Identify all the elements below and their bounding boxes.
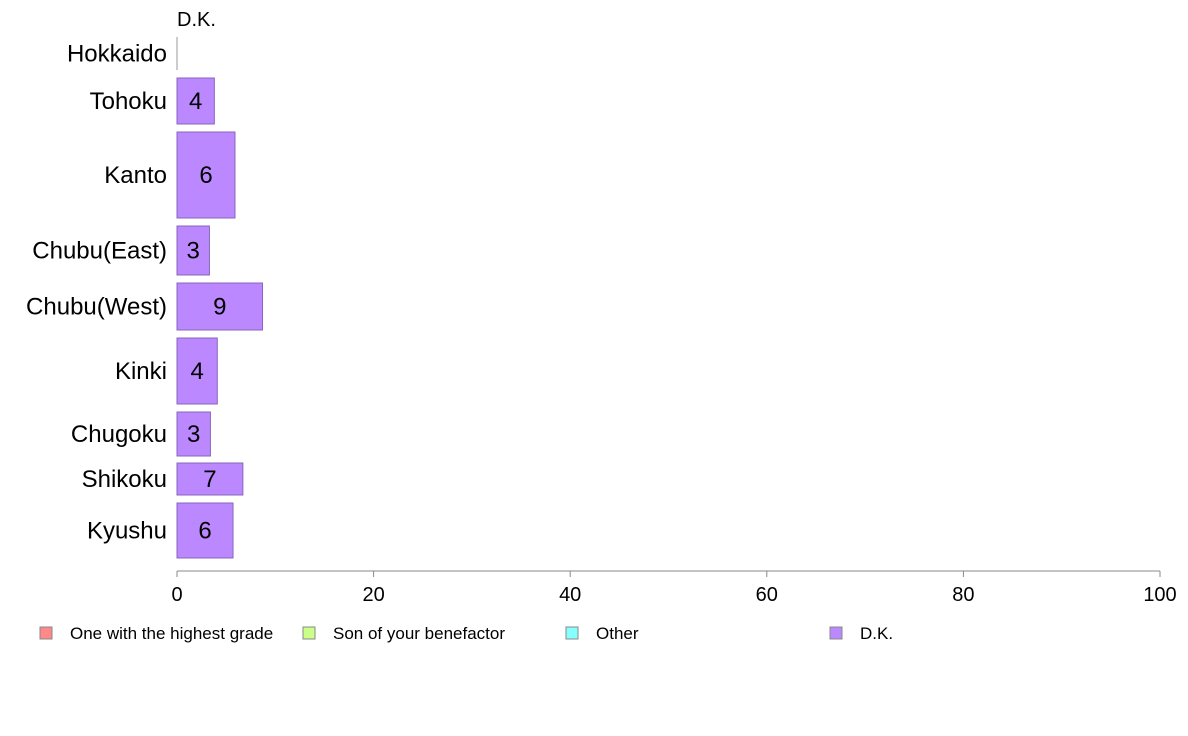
bar-tohoku: [176, 77, 215, 125]
legend-label: Other: [596, 624, 639, 643]
category-label: Kinki: [115, 358, 167, 385]
legend: One with the highest grade Son of your be…: [39, 624, 893, 643]
x-tick-label: 40: [559, 584, 581, 606]
bar-value-label: 7: [203, 466, 216, 493]
category-label: Kanto: [104, 162, 167, 189]
category-labels: Hokkaido Tohoku Kanto Chubu(East) Chubu(West…: [26, 41, 167, 545]
panel-title: D.K.: [177, 9, 216, 31]
x-tick-label: 60: [756, 584, 778, 606]
bar-chubu-east-: [176, 225, 210, 276]
category-label: Kyushu: [87, 518, 167, 545]
bar-value-label: 4: [189, 88, 202, 115]
legend-label: D.K.: [860, 624, 893, 643]
category-label: Tohoku: [90, 88, 167, 115]
legend-label: One with the highest grade: [70, 624, 273, 643]
bar-chugoku: [176, 411, 211, 457]
legend-swatch: [565, 626, 579, 640]
x-axis: 0 20 40 60 80 100: [171, 570, 1177, 606]
bar-kyushu: [176, 502, 234, 559]
category-label: Hokkaido: [67, 41, 167, 68]
x-tick-label: 100: [1143, 584, 1176, 606]
bar-value-label: 6: [199, 162, 212, 189]
legend-label: Son of your benefactor: [333, 624, 505, 643]
category-label: Shikoku: [82, 466, 167, 493]
bar-value-label: 6: [198, 518, 211, 545]
bar-shikoku: [176, 462, 244, 496]
bar-value-label: 4: [190, 358, 203, 385]
category-label: Chubu(East): [32, 238, 167, 265]
bar-value-label: 3: [187, 421, 200, 448]
x-tick-label: 20: [362, 584, 384, 606]
bar-kinki: [176, 337, 218, 405]
bar-chubu-west-: [176, 282, 264, 331]
x-tick-label: 80: [952, 584, 974, 606]
bar-kanto: [176, 131, 236, 219]
bar-value-label: 9: [213, 294, 226, 321]
bar-value-label: 3: [187, 238, 200, 265]
x-tick-label: 0: [171, 584, 182, 606]
category-label: Chubu(West): [26, 294, 167, 321]
category-label: Chugoku: [71, 421, 167, 448]
legend-swatch: [39, 626, 53, 640]
legend-swatch: [302, 626, 316, 640]
legend-swatch: [829, 626, 843, 640]
